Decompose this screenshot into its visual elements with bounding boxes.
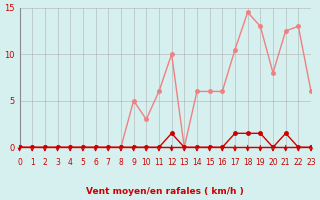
X-axis label: Vent moyen/en rafales ( km/h ): Vent moyen/en rafales ( km/h ) [86,187,244,196]
